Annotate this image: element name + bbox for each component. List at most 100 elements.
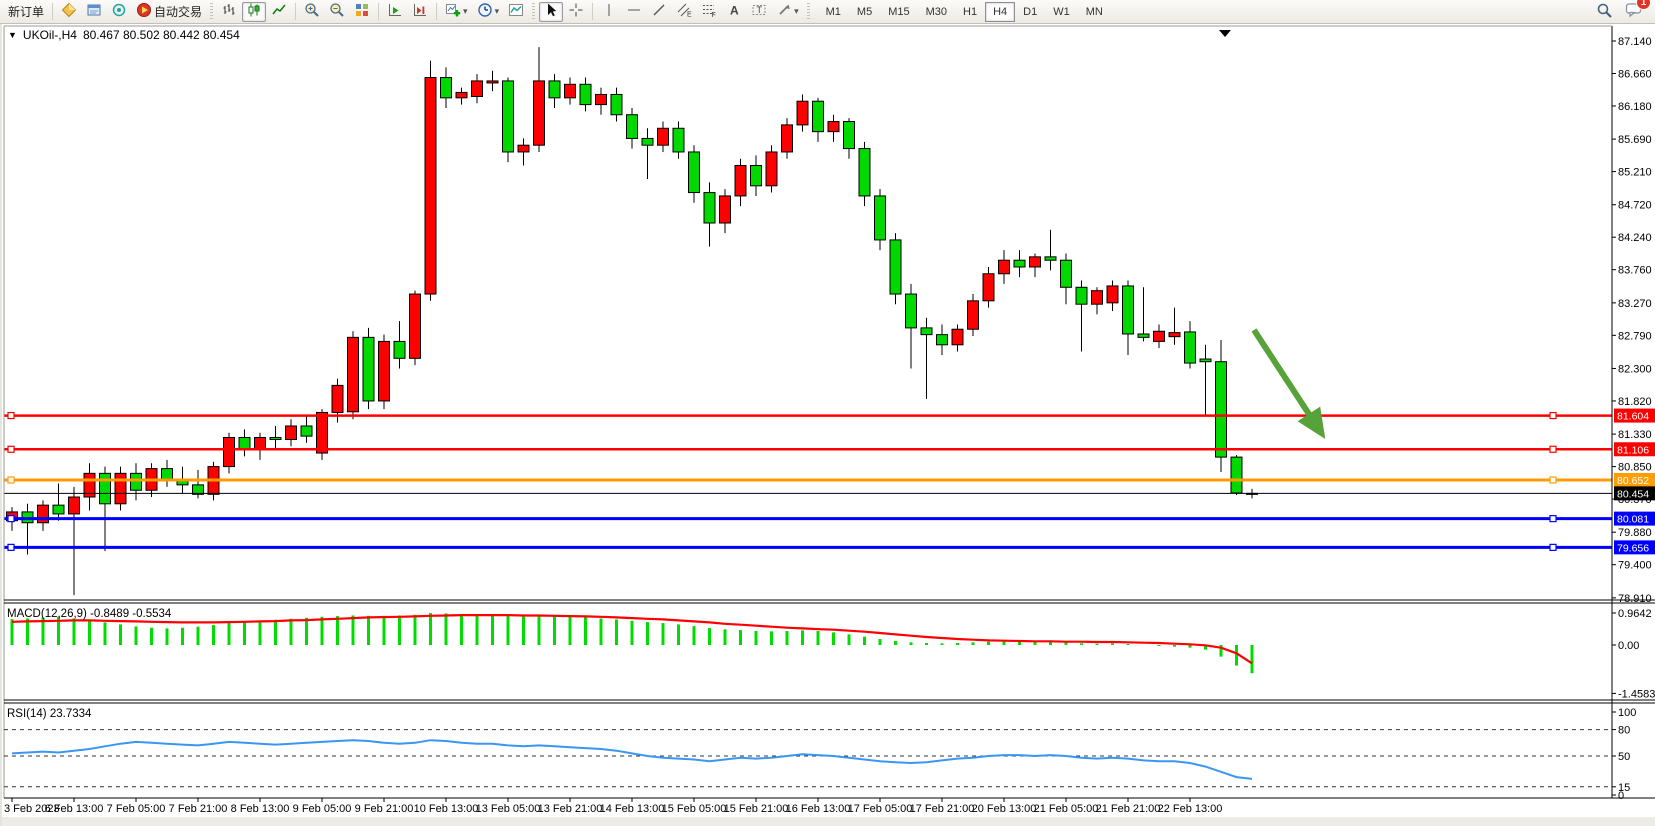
line-handle[interactable]: [1549, 476, 1557, 484]
timeframe-h4[interactable]: H4: [985, 1, 1016, 22]
vertical-line-icon: [601, 2, 617, 21]
symbol-dropdown-icon[interactable]: ▼: [8, 30, 17, 40]
line-handle[interactable]: [7, 515, 15, 523]
candle-body: [1215, 361, 1227, 458]
crosshair-button[interactable]: [564, 2, 588, 22]
toolbar-drag-handle[interactable]: [210, 3, 214, 20]
equidistant-channel-icon: E: [676, 2, 692, 21]
rsi-name: RSI(14): [7, 708, 47, 720]
text-label-button[interactable]: T: [747, 2, 771, 22]
line-handle[interactable]: [7, 411, 15, 420]
timeframe-h1[interactable]: H1: [955, 2, 985, 22]
svg-text:81.106: 81.106: [1617, 444, 1649, 456]
price-level-line-81.106[interactable]: [4, 445, 1612, 453]
text-icon: A: [726, 2, 742, 21]
candle-body: [1060, 259, 1072, 288]
chart-shift-button[interactable]: [408, 2, 432, 22]
line-handle[interactable]: [1549, 411, 1557, 420]
price-tag: 81.604: [1614, 408, 1655, 423]
rsi-scale-label: 0: [1618, 790, 1624, 802]
time-tick-label: 21 Feb 21:00: [1096, 803, 1161, 815]
timeframe-m30[interactable]: M30: [918, 2, 955, 22]
tile-windows-button[interactable]: [350, 2, 374, 22]
chart-shift-marker-icon[interactable]: [1219, 30, 1231, 37]
line-handle[interactable]: [7, 476, 15, 484]
signals-button[interactable]: [107, 2, 131, 22]
line-chart-button[interactable]: [267, 2, 291, 22]
timeframe-w1[interactable]: W1: [1045, 2, 1078, 22]
candle-body: [781, 124, 793, 153]
price-level-line-81.604[interactable]: [4, 411, 1612, 420]
timeframe-mn[interactable]: MN: [1078, 2, 1111, 22]
charts-button[interactable]: [57, 2, 81, 22]
candle-body: [1199, 358, 1212, 363]
price-tick-label: 86.180: [1618, 101, 1652, 113]
line-handle[interactable]: [1549, 445, 1557, 453]
timeframe-m1[interactable]: M1: [818, 2, 849, 22]
candle-body: [161, 468, 173, 481]
line-handle[interactable]: [7, 543, 15, 551]
candle-body: [1122, 285, 1134, 335]
price-level-line-79.656[interactable]: [4, 543, 1612, 551]
equidistant-channel-button[interactable]: E: [672, 2, 696, 22]
price-axis[interactable]: 87.140 86.660 86.180 85.690 85.210 84.720 84.2…: [1612, 36, 1652, 605]
candle-body: [951, 328, 964, 346]
candle-body: [378, 340, 390, 402]
horizontal-line-button[interactable]: [622, 2, 646, 22]
candle-body: [889, 239, 902, 295]
trendline-button[interactable]: [647, 2, 671, 22]
bar-chart-button[interactable]: [217, 2, 241, 22]
candle-body: [533, 80, 545, 146]
trend-arrow-annotation[interactable]: [1251, 328, 1326, 440]
chart-canvas[interactable]: 87.140 86.660 86.180 85.690 85.210 84.720 84.2…: [2, 24, 1655, 826]
text-button[interactable]: A: [722, 2, 746, 22]
new-order-label: 新订单: [8, 5, 45, 19]
notifications-button[interactable]: 1: [1625, 0, 1651, 23]
autotrading-button[interactable]: 自动交易: [132, 2, 206, 22]
arrows-button[interactable]: ▾: [772, 2, 803, 22]
main-toolbar: 新订单 自动交易: [0, 0, 1655, 24]
fibonacci-button[interactable]: F: [697, 2, 721, 22]
candle-body: [238, 436, 251, 451]
toolbar-drag-handle[interactable]: [806, 3, 810, 20]
toolbar-drag-handle[interactable]: [532, 3, 536, 20]
time-tick-label: 10 Feb 13:00: [414, 803, 479, 815]
search-button[interactable]: [1592, 2, 1617, 22]
vertical-line-button[interactable]: [597, 2, 621, 22]
line-handle[interactable]: [1549, 515, 1557, 523]
candlestick-chart-button[interactable]: [242, 1, 267, 22]
zoom-out-button[interactable]: [325, 2, 349, 22]
timeframe-m5[interactable]: M5: [849, 2, 880, 22]
timeframe-m15[interactable]: M15: [880, 2, 917, 22]
chart-header[interactable]: ▼ UKOil-,H4 80.467 80.502 80.442 80.454: [8, 28, 240, 42]
periods-button[interactable]: ▾: [473, 2, 504, 22]
candle-body: [455, 91, 468, 99]
price-level-line-80.081[interactable]: [4, 515, 1612, 523]
candle-body: [827, 121, 840, 133]
candlestick-chart-icon: [246, 2, 262, 21]
timeframe-d1[interactable]: D1: [1015, 2, 1045, 22]
svg-text:A: A: [730, 4, 739, 18]
zoom-in-button[interactable]: [300, 2, 324, 22]
line-handle[interactable]: [7, 445, 15, 453]
line-handle[interactable]: [1549, 543, 1557, 551]
auto-scroll-button[interactable]: [383, 2, 407, 22]
pane-borders: [3, 25, 1655, 799]
templates-button[interactable]: [504, 2, 528, 22]
data-window-button[interactable]: [82, 2, 106, 22]
macd-pane: 0.9642 0.00 -1.4583: [10, 608, 1655, 700]
toolbar-separator: [378, 3, 380, 20]
fibonacci-icon: F: [701, 2, 717, 21]
candle-body: [517, 144, 530, 153]
new-order-button[interactable]: 新订单: [4, 2, 48, 22]
price-level-line-80.652[interactable]: [4, 476, 1612, 484]
add-indicator-button[interactable]: ▾: [441, 2, 472, 22]
text-label-icon: T: [751, 2, 767, 21]
cursor-button[interactable]: [539, 1, 564, 22]
time-tick-label: 21 Feb 05:00: [1034, 803, 1099, 815]
price-tick-label: 83.270: [1618, 298, 1652, 310]
macd-scale-label: -1.4583: [1618, 688, 1655, 700]
charts-icon: [61, 2, 77, 21]
